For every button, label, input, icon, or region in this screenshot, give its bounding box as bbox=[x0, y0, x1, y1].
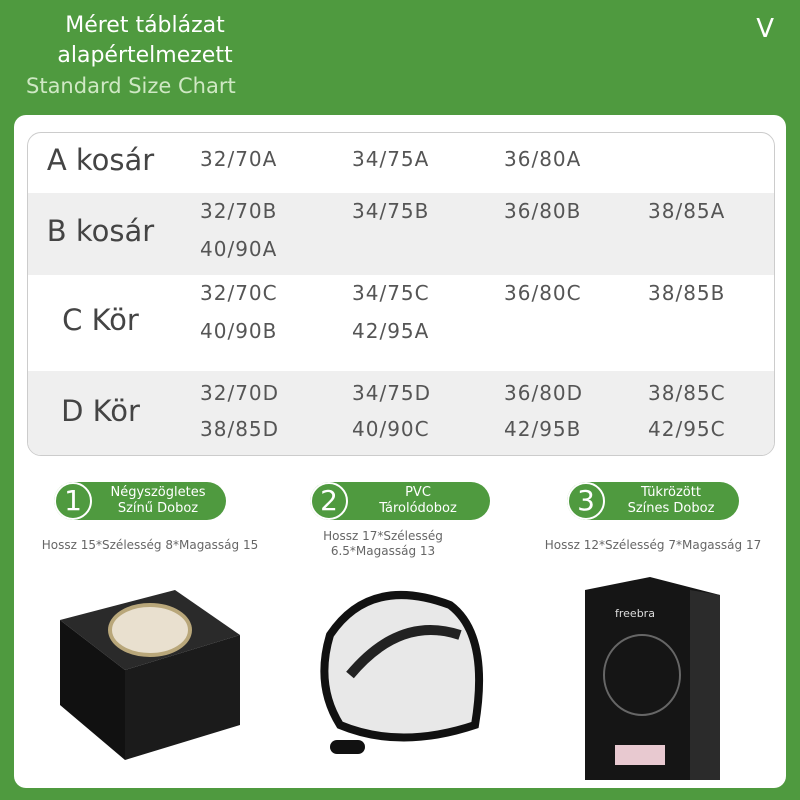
package-dimensions: Hossz 17*Szélesség 6.5*Magasság 13 bbox=[263, 529, 503, 559]
size-cell: 40/90B bbox=[200, 319, 278, 343]
package-dimensions: Hossz 12*Szélesség 7*Magasság 17 bbox=[533, 538, 773, 553]
package-option-3[interactable]: 3 Tükrözött Színes Doboz bbox=[567, 482, 739, 520]
package-option-1[interactable]: 1 Négyszögletes Színű Doboz bbox=[54, 482, 226, 520]
size-cell: 34/75D bbox=[352, 381, 432, 405]
step-number: 2 bbox=[310, 482, 348, 520]
size-cell: 34/75B bbox=[352, 199, 430, 223]
mirrored-box-image: freebra bbox=[585, 577, 720, 780]
size-cell: 40/90C bbox=[352, 417, 430, 441]
size-cell: 32/70D bbox=[200, 381, 280, 405]
size-table: A kosár 32/70A 34/75A 36/80A B kosár 32/70B 34… bbox=[27, 132, 775, 456]
size-cell: 42/95B bbox=[504, 417, 582, 441]
size-cell: 42/95C bbox=[648, 417, 726, 441]
size-cell: 42/95A bbox=[352, 319, 430, 343]
package-name-2: Színű Doboz bbox=[117, 501, 199, 516]
size-cell: 34/75A bbox=[352, 147, 430, 171]
size-cell: 36/80A bbox=[504, 147, 582, 171]
size-cell: 40/90A bbox=[200, 237, 278, 261]
cup-label: D Kör bbox=[61, 394, 140, 428]
dims-line-2: 6.5*Magasság 13 bbox=[330, 544, 436, 558]
square-box-image bbox=[60, 590, 240, 760]
size-cell: 38/85C bbox=[648, 381, 726, 405]
cup-label: A kosár bbox=[46, 143, 155, 177]
cup-label: B kosár bbox=[46, 214, 155, 248]
step-number: 1 bbox=[54, 482, 92, 520]
size-row: B kosár 32/70B 34/75B 36/80B 38/85A 40/90A bbox=[28, 193, 774, 275]
package-dimensions: Hossz 15*Szélesség 8*Magasság 15 bbox=[30, 538, 270, 553]
package-option-2[interactable]: 2 PVC Tárolódoboz bbox=[310, 482, 490, 520]
svg-text:freebra: freebra bbox=[615, 607, 655, 620]
subtitle: Standard Size Chart bbox=[26, 74, 236, 98]
size-cell: 36/80D bbox=[504, 381, 584, 405]
title-line-2: alapértelmezett bbox=[57, 43, 233, 68]
size-cell: 36/80B bbox=[504, 199, 582, 223]
size-row: C Kör 32/70C 34/75C 36/80C 38/85B 40/90B 42/95… bbox=[28, 275, 774, 371]
package-name-2: Tárolódoboz bbox=[379, 501, 457, 516]
step-number: 3 bbox=[567, 482, 605, 520]
package-name-1: PVC bbox=[405, 485, 431, 500]
size-row: D Kör 32/70D 34/75D 36/80D 38/85C 38/85D 40/90… bbox=[28, 371, 774, 455]
size-cell: 36/80C bbox=[504, 281, 582, 305]
size-cell: 38/85A bbox=[648, 199, 726, 223]
size-cell: 34/75C bbox=[352, 281, 430, 305]
dims-line-1: Hossz 12*Szélesség 7*Magasság 17 bbox=[544, 538, 762, 552]
cup-label: C Kör bbox=[62, 303, 139, 337]
size-row: A kosár 32/70A 34/75A 36/80A bbox=[28, 133, 774, 193]
pvc-box-image bbox=[320, 591, 484, 754]
size-cell: 38/85D bbox=[200, 417, 280, 441]
chevron-down-icon[interactable]: V bbox=[756, 14, 774, 44]
size-cell: 32/70C bbox=[200, 281, 278, 305]
package-name-1: Négyszögletes bbox=[110, 485, 206, 500]
dims-line-1: Hossz 17*Szélesség bbox=[323, 529, 443, 543]
size-cell: 32/70A bbox=[200, 147, 278, 171]
size-cell: 32/70B bbox=[200, 199, 278, 223]
title-line-1: Méret táblázat bbox=[65, 13, 225, 38]
package-name-1: Tükrözött bbox=[641, 485, 701, 500]
size-cell: 38/85B bbox=[648, 281, 726, 305]
package-name-2: Színes Doboz bbox=[627, 501, 715, 516]
dims-line-1: Hossz 15*Szélesség 8*Magasság 15 bbox=[41, 538, 259, 552]
